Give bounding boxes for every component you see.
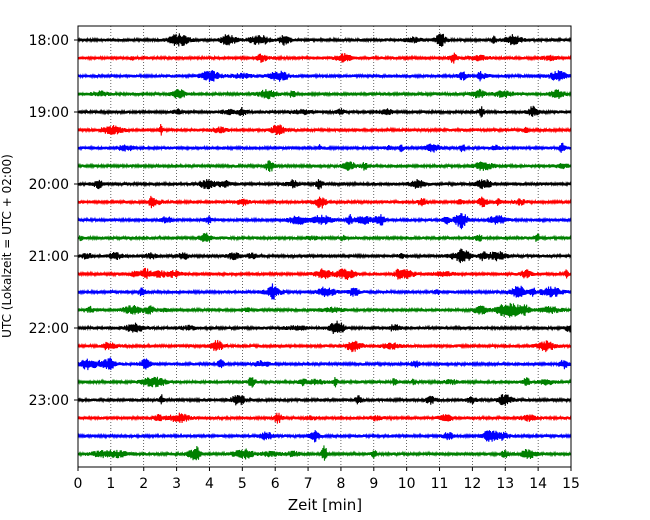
x-axis-ticks: 0 1 2 3 4 5 6 7 8 9 10 11 12 13 14 15: [74, 467, 580, 492]
trace-2230: [78, 357, 571, 370]
y-tick-label: 22:00: [29, 321, 69, 337]
x-tick-label: 5: [238, 476, 247, 492]
trace-1900: [78, 106, 571, 118]
y-axis-label: UTC (Lokalzeit = UTC + 02:00): [0, 154, 14, 338]
x-tick-label: 4: [205, 476, 214, 492]
trace-2330: [78, 430, 571, 442]
x-tick-label: 8: [336, 476, 345, 492]
x-tick-label: 9: [369, 476, 378, 492]
y-tick-label: 18:00: [29, 33, 69, 49]
trace-2045: [78, 233, 571, 242]
y-tick-label: 19:00: [29, 105, 69, 121]
x-tick-label: 15: [562, 476, 580, 492]
x-tick-label: 3: [172, 476, 181, 492]
x-tick-label: 2: [139, 476, 148, 492]
y-tick-label: 23:00: [29, 393, 69, 409]
trace-2315: [78, 413, 571, 424]
x-tick-label: 7: [304, 476, 313, 492]
x-tick-label: 10: [398, 476, 416, 492]
seismogram-traces: [78, 33, 571, 460]
x-axis-label: Zeit [min]: [288, 496, 362, 514]
trace-1815: [78, 53, 571, 64]
trace-1845: [78, 89, 571, 99]
trace-2115: [78, 268, 571, 280]
trace-2345: [78, 445, 571, 460]
y-tick-label: 21:00: [29, 249, 69, 265]
trace-1800: [78, 33, 571, 46]
y-tick-label: 20:00: [29, 177, 69, 193]
trace-2130: [78, 283, 571, 299]
trace-1830: [78, 70, 571, 82]
trace-2000: [78, 179, 571, 190]
trace-2030: [78, 213, 571, 229]
x-tick-label: 0: [74, 476, 83, 492]
x-tick-label: 11: [431, 476, 449, 492]
trace-2200: [78, 321, 571, 334]
x-tick-label: 12: [463, 476, 481, 492]
trace-2300: [78, 394, 571, 406]
x-tick-label: 13: [496, 476, 514, 492]
trace-1930: [78, 143, 571, 153]
x-tick-label: 6: [271, 476, 280, 492]
x-tick-label: 1: [106, 476, 115, 492]
trace-1945: [78, 160, 571, 172]
trace-2215: [78, 340, 571, 352]
trace-2145: [78, 303, 571, 318]
trace-2245: [78, 377, 571, 388]
trace-2015: [78, 196, 571, 209]
trace-1915: [78, 124, 571, 136]
trace-2100: [78, 249, 571, 264]
x-tick-label: 14: [529, 476, 547, 492]
y-axis-ticks: 18:00 19:00 20:00 21:00 22:00 23:00: [29, 33, 78, 409]
